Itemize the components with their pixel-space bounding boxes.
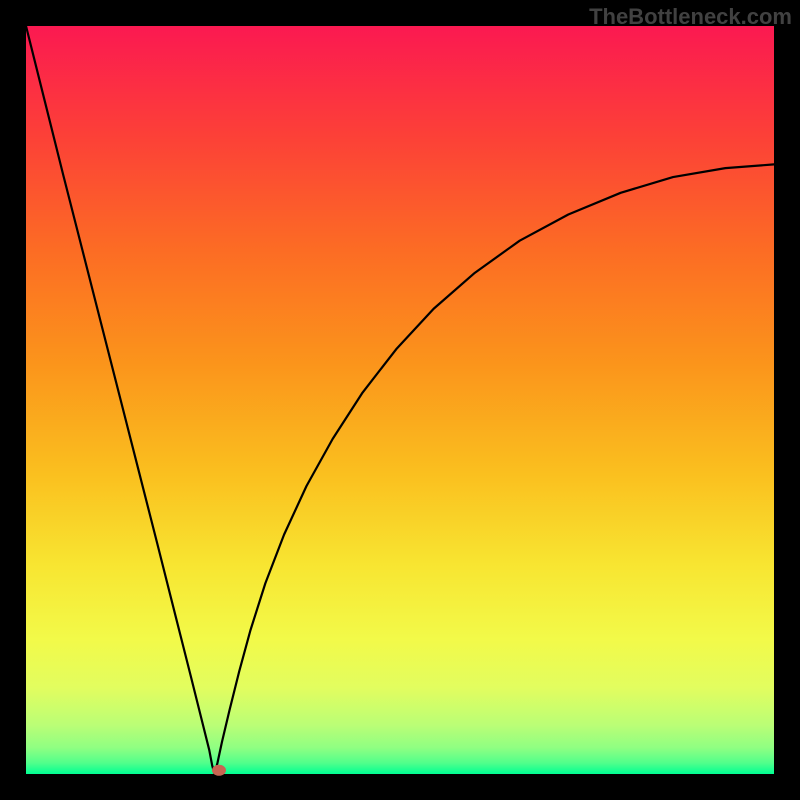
- chart-frame: TheBottleneck.com: [0, 0, 800, 800]
- plot-background: [26, 26, 774, 774]
- watermark-text: TheBottleneck.com: [589, 4, 792, 30]
- bottleneck-chart: [0, 0, 800, 800]
- optimal-point-marker: [212, 765, 225, 775]
